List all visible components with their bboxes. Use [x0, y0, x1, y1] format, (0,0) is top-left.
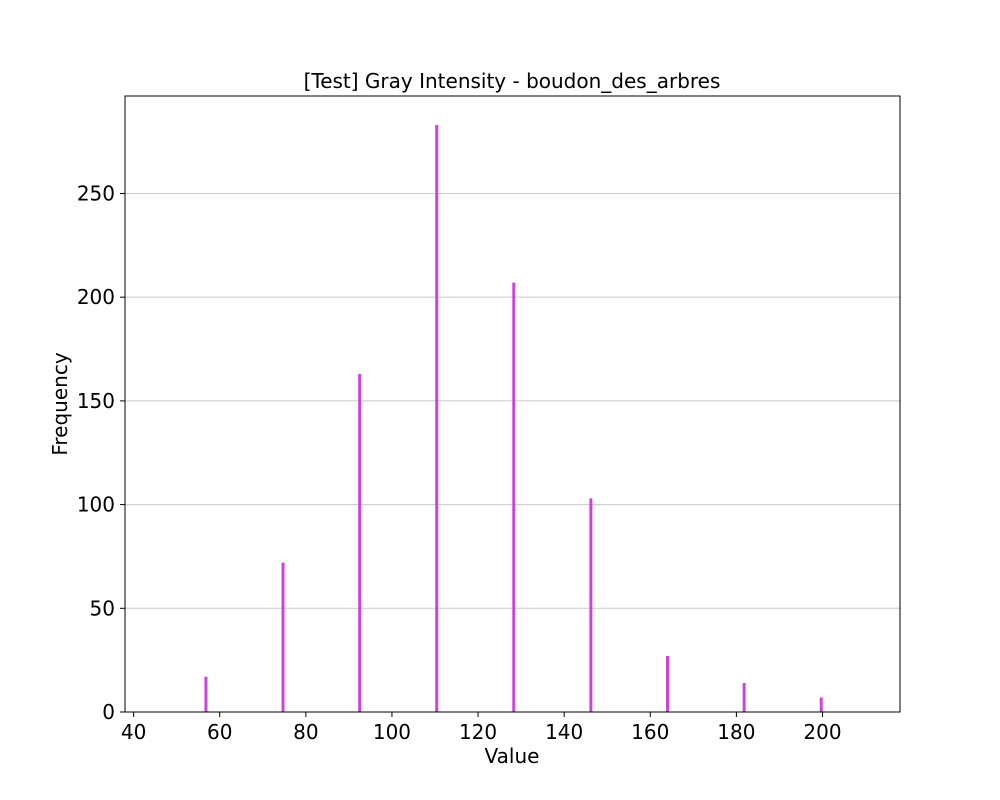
- y-tick-label: 0: [102, 700, 115, 724]
- histogram-bar: [358, 373, 362, 712]
- histogram-bar: [204, 676, 208, 712]
- histogram-bar: [819, 697, 823, 712]
- histogram-bar: [281, 562, 285, 712]
- y-tick-label: 200: [77, 285, 115, 309]
- chart-title: [Test] Gray Intensity - boudon_des_arbre…: [304, 69, 721, 93]
- x-tick-label: 200: [803, 720, 841, 744]
- x-tick-label: 80: [293, 720, 318, 744]
- histogram-bar: [435, 125, 439, 712]
- y-axis-label: Frequency: [48, 352, 72, 455]
- bars: [204, 125, 823, 712]
- histogram-bar: [742, 682, 746, 712]
- y-tick-label: 250: [77, 181, 115, 205]
- y-tick-label: 50: [90, 596, 115, 620]
- plot-frame: [124, 95, 901, 713]
- x-tick-label: 60: [207, 720, 232, 744]
- histogram-bar: [589, 498, 593, 712]
- x-axis-ticks: 40 60 80 100 120 140 160 180 200: [121, 712, 842, 744]
- x-tick-label: 120: [459, 720, 497, 744]
- y-axis-ticks: 0 50 100 150 200 250: [77, 181, 125, 724]
- y-tick-label: 100: [77, 493, 115, 517]
- x-tick-label: 100: [373, 720, 411, 744]
- y-tick-label: 150: [77, 389, 115, 413]
- x-tick-label: 140: [545, 720, 583, 744]
- x-axis-label: Value: [485, 744, 540, 768]
- x-tick-label: 180: [717, 720, 755, 744]
- histogram-bar: [512, 282, 516, 712]
- x-tick-label: 160: [631, 720, 669, 744]
- histogram-bar: [666, 656, 669, 712]
- x-tick-label: 40: [121, 720, 146, 744]
